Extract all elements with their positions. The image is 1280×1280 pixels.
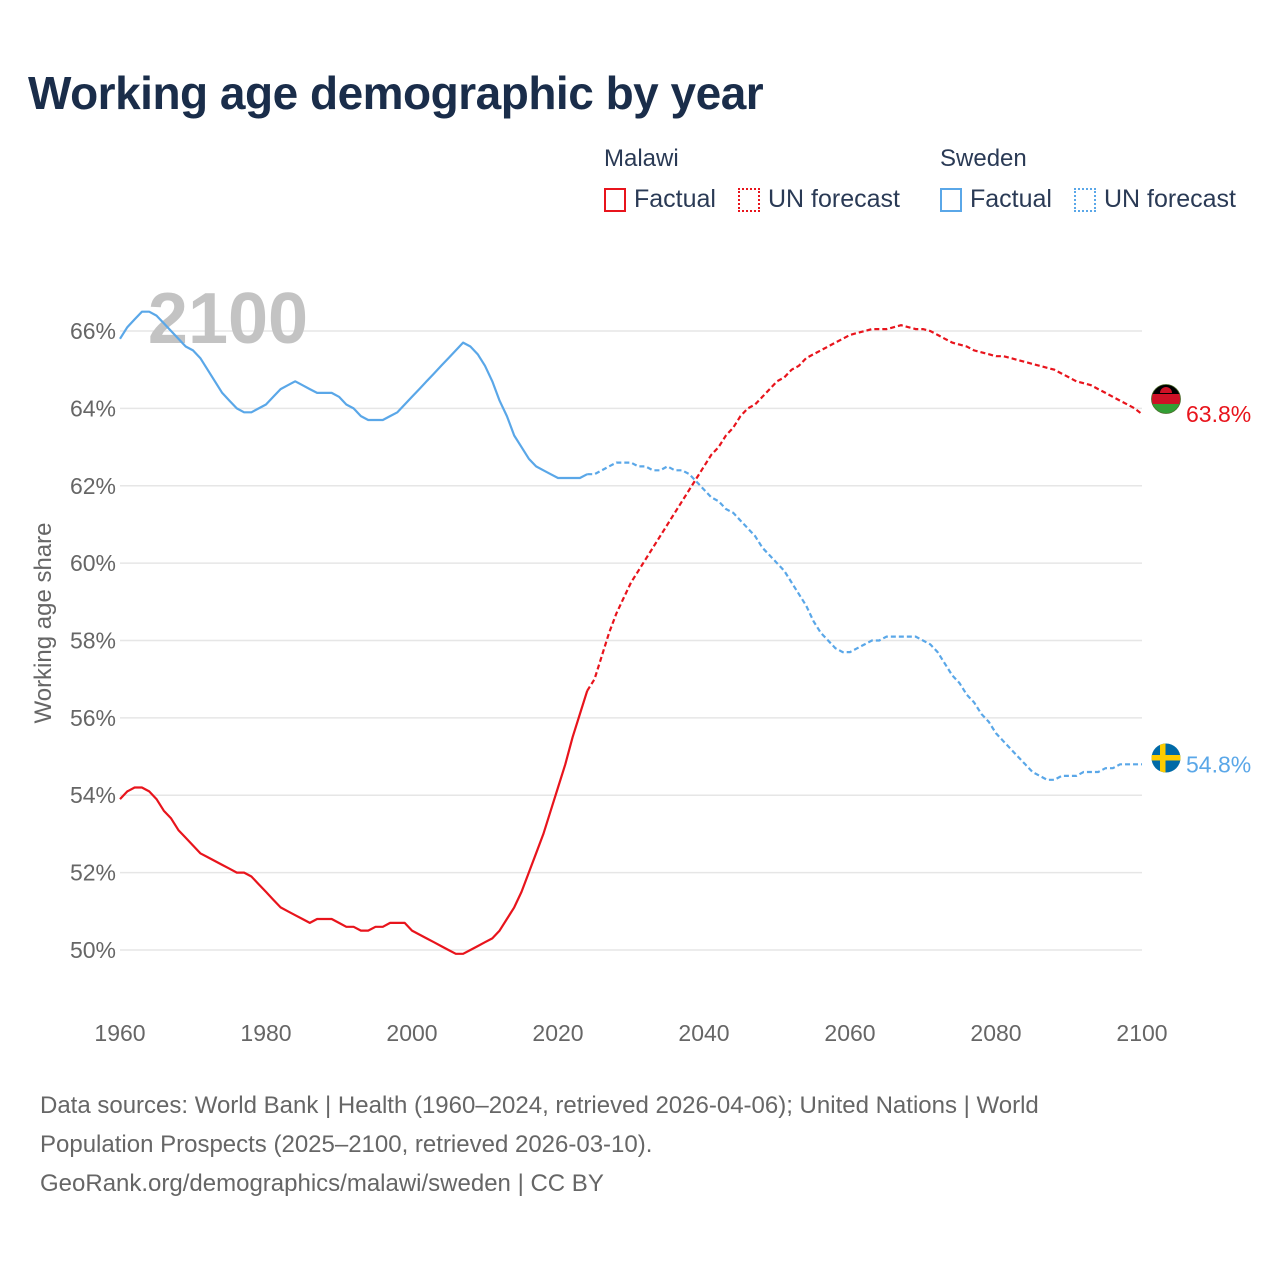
sweden-end-label: 54.8% (1186, 751, 1251, 777)
y-axis-label: Working age share (30, 523, 57, 724)
sweden-forecast-line[interactable] (587, 461, 1142, 781)
malawi-factual-line[interactable] (119, 690, 589, 955)
y-tick-label: 62% (70, 473, 116, 499)
legend-dotted-swatch-icon (1074, 187, 1096, 212)
y-tick-label: 58% (70, 628, 116, 654)
legend-sweden-forecast[interactable]: UN forecast (1074, 185, 1236, 214)
y-tick-label: 50% (70, 937, 116, 963)
x-tick-label: 2040 (678, 1020, 729, 1046)
legend-label: Factual (970, 185, 1052, 213)
legend-sweden-factual[interactable]: Factual (940, 185, 1052, 214)
malawi-end-label: 63.8% (1186, 401, 1251, 427)
footer-sources-line-2: Population Prospects (2025–2100, retriev… (40, 1131, 653, 1158)
year-watermark: 2100 (148, 279, 308, 359)
legend-malawi-forecast[interactable]: UN forecast (738, 185, 900, 214)
x-tick-label: 2000 (386, 1020, 437, 1046)
legend-dotted-swatch-icon (738, 187, 760, 212)
malawi-flag-icon (1151, 384, 1181, 414)
legend-malawi-factual[interactable]: Factual (604, 185, 716, 214)
x-tick-label: 1980 (240, 1020, 291, 1046)
legend-solid-swatch-icon (940, 187, 962, 212)
legend-label: Factual (634, 185, 716, 213)
footer-attribution-link[interactable]: GeoRank.org/demographics/malawi/sweden |… (40, 1170, 604, 1197)
x-tick-label: 2080 (970, 1020, 1021, 1046)
sweden-factual-line[interactable] (119, 310, 588, 480)
x-tick-label: 2060 (824, 1020, 875, 1046)
x-tick-label: 2100 (1116, 1020, 1167, 1046)
y-tick-label: 54% (70, 782, 116, 808)
x-tick-label: 2020 (532, 1020, 583, 1046)
legend-group-malawi: Malawi (604, 145, 679, 172)
footer: Data sources: World Bank | Health (1960–… (40, 1086, 1240, 1203)
y-tick-label: 56% (70, 705, 116, 731)
y-tick-label: 52% (70, 860, 116, 886)
legend-group-sweden: Sweden (940, 145, 1027, 172)
chart-area: 50% 52% 54% 56% 58% 60% 62% 64% 66% 1960 1980 2000 2… (30, 279, 1251, 1046)
y-tick-label: 66% (70, 318, 116, 344)
legend-solid-swatch-icon (604, 187, 626, 212)
legend-label: UN forecast (1104, 185, 1236, 213)
y-tick-label: 60% (70, 550, 116, 576)
y-tick-label: 64% (70, 395, 116, 421)
chart-title: Working age demographic by year (28, 67, 764, 119)
sweden-flag-icon (1151, 743, 1181, 773)
legend-label: UN forecast (768, 185, 900, 213)
footer-sources-line-1: Data sources: World Bank | Health (1960–… (40, 1092, 1039, 1119)
x-tick-label: 1960 (94, 1020, 145, 1046)
malawi-forecast-line[interactable] (586, 324, 1143, 692)
